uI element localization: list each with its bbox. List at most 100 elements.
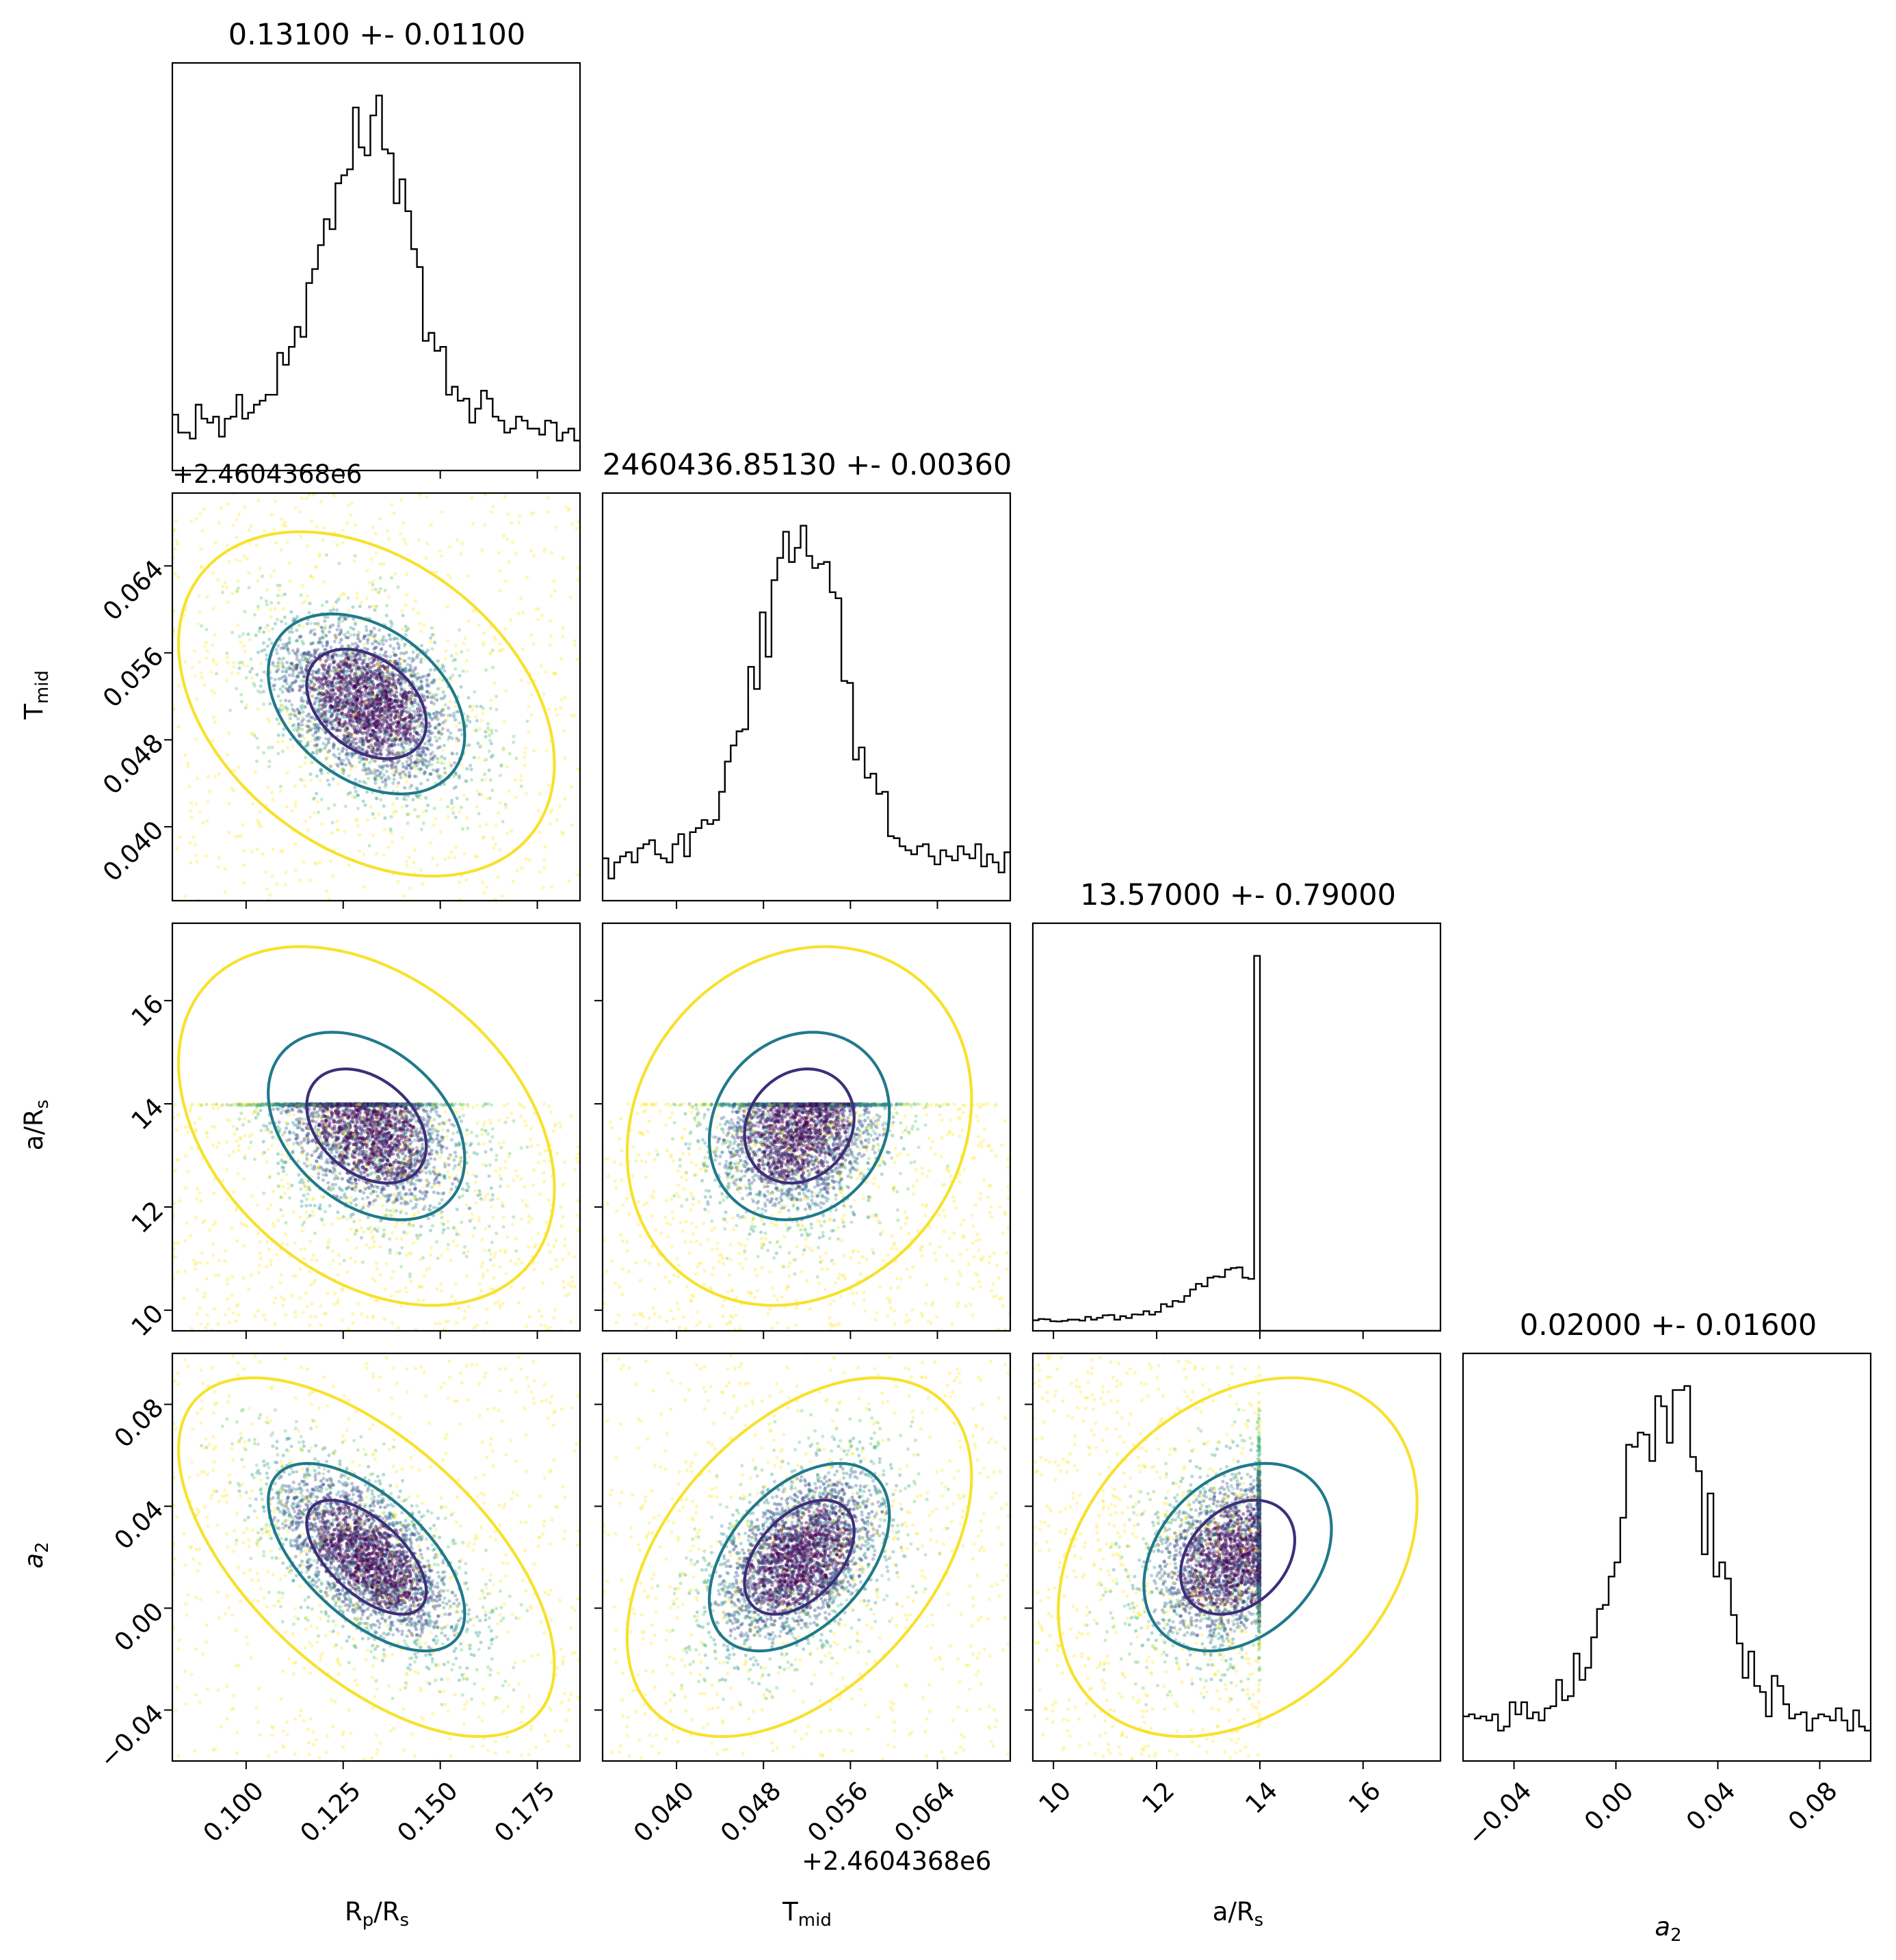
scatter-point: [404, 732, 408, 736]
scatter-point: [371, 684, 376, 688]
scatter-point: [324, 715, 328, 719]
scatter-point: [443, 719, 447, 723]
scatter-point: [376, 706, 380, 711]
scatter-point: [390, 622, 394, 626]
scatter-point: [421, 717, 425, 721]
scatter-point: [430, 700, 434, 704]
scatter-point: [553, 589, 557, 593]
scatter-point: [418, 622, 422, 626]
scatter-point: [285, 709, 289, 713]
scatter-point: [371, 728, 376, 732]
scatter-point: [319, 499, 324, 504]
scatter-point: [376, 669, 380, 673]
scatter-point: [400, 668, 404, 672]
scatter-point: [312, 796, 316, 800]
scatter-point: [373, 531, 378, 535]
scatter-point: [423, 769, 427, 774]
scatter-point: [344, 654, 348, 659]
scatter-point: [324, 702, 328, 706]
scatter-point: [386, 704, 391, 708]
scatter-point: [347, 702, 351, 706]
scatter-point: [345, 727, 349, 731]
scatter-point: [395, 709, 399, 714]
scatter-point: [329, 704, 333, 708]
scatter-point: [414, 737, 419, 741]
scatter-point: [331, 745, 336, 750]
scatter-point: [306, 652, 310, 657]
scatter-point: [404, 749, 408, 753]
scatter-point: [494, 728, 498, 732]
scatter-point: [406, 756, 410, 760]
scatter-point: [332, 676, 337, 680]
scatter-point: [386, 689, 391, 693]
scatter-point: [348, 722, 352, 726]
scatter-point: [396, 724, 400, 728]
scatter-point: [319, 771, 324, 776]
scatter-point: [343, 719, 347, 724]
scatter-point: [408, 712, 412, 716]
scatter-point: [265, 624, 269, 628]
scatter-point: [395, 690, 399, 694]
scatter-point: [301, 601, 305, 605]
scatter-point: [324, 695, 328, 699]
scatter-point: [237, 635, 241, 639]
scatter-point: [389, 713, 393, 717]
scatter-point: [395, 753, 399, 757]
scatter-point: [321, 683, 326, 687]
scatter-point: [344, 670, 348, 674]
scatter-point: [347, 738, 351, 742]
scatter-point: [421, 674, 425, 678]
scatter-point: [341, 746, 345, 750]
scatter-point: [334, 1182, 338, 1187]
scatter-point: [353, 554, 357, 558]
scatter-point: [521, 647, 525, 651]
scatter-point: [409, 702, 413, 706]
scatter-point: [498, 801, 502, 805]
scatter-point: [380, 689, 384, 693]
scatter-point: [495, 694, 499, 698]
scatter-point: [464, 743, 469, 747]
scatter-point: [393, 653, 397, 657]
scatter-point: [280, 661, 285, 665]
scatter-point: [385, 699, 389, 703]
scatter-point: [317, 700, 321, 704]
scatter-point: [417, 717, 421, 721]
scatter-point: [408, 747, 412, 752]
scatter-point: [313, 1204, 317, 1208]
scatter-point: [390, 744, 394, 748]
scatter-point: [204, 853, 208, 858]
scatter-point: [328, 625, 332, 630]
scatter-point: [252, 681, 256, 686]
scatter-point: [383, 785, 387, 789]
scatter-point: [358, 706, 362, 711]
scatter-point: [361, 799, 365, 804]
scatter-point: [290, 809, 294, 813]
scatter-point: [344, 693, 349, 698]
scatter-point: [339, 628, 343, 632]
scatter-point: [404, 723, 408, 727]
scatter-point: [468, 704, 472, 708]
scatter-point: [345, 756, 349, 760]
scatter-point: [350, 709, 354, 713]
scatter-point: [484, 1150, 488, 1154]
scatter-point: [447, 544, 452, 548]
scatter-point: [295, 615, 300, 619]
scatter-point: [255, 818, 259, 823]
scatter-point: [367, 691, 371, 696]
scatter-point: [527, 730, 531, 734]
scatter-point: [328, 721, 332, 725]
scatter-point: [310, 760, 314, 764]
scatter-point: [465, 574, 470, 578]
scatter-point: [436, 1133, 440, 1137]
scatter-point: [351, 710, 355, 714]
scatter-point: [466, 826, 470, 830]
scatter-point: [376, 678, 380, 682]
scatter-point: [466, 648, 470, 652]
scatter-point: [368, 704, 372, 708]
scatter-point: [370, 740, 374, 744]
scatter-point: [319, 747, 324, 752]
scatter-point: [416, 672, 420, 676]
scatter-point: [384, 639, 389, 643]
scatter-point: [429, 639, 433, 644]
scatter-point: [337, 672, 341, 676]
